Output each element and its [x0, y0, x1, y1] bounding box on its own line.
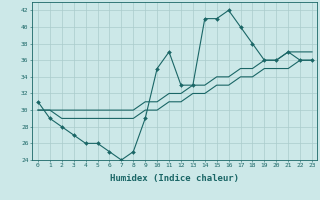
X-axis label: Humidex (Indice chaleur): Humidex (Indice chaleur)	[110, 174, 239, 183]
